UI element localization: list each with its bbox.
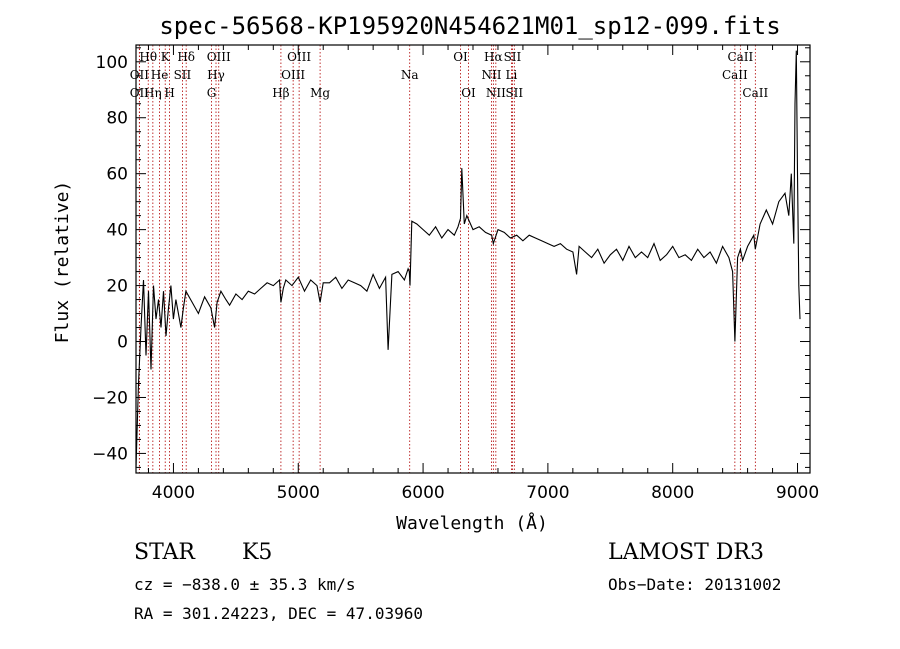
line-marker-label: SII xyxy=(174,68,192,82)
y-tick-label: 0 xyxy=(117,333,128,353)
line-marker-label: OIII xyxy=(281,68,305,82)
observation-date: Obs−Date: 20131002 xyxy=(608,575,782,594)
x-tick-label: 6000 xyxy=(401,483,444,503)
line-marker-label: Hγ xyxy=(207,68,225,82)
y-tick-label: 60 xyxy=(106,165,128,185)
line-marker-label: Hη xyxy=(144,86,162,100)
line-marker-label: Hδ xyxy=(177,50,195,64)
spectrum-line xyxy=(135,50,801,468)
x-tick-label: 7000 xyxy=(526,483,569,503)
x-axis-ticks: 4000 5000 6000 7000 8000 9000 xyxy=(147,45,819,503)
y-tick-label: −40 xyxy=(92,444,128,464)
line-marker-label: Hθ xyxy=(139,50,157,64)
y-tick-label: 80 xyxy=(106,109,128,129)
x-tick-label: 4000 xyxy=(152,483,195,503)
plot-frame xyxy=(135,44,811,474)
line-marker-label: G xyxy=(207,86,217,100)
survey-name: LAMOST DR3 xyxy=(608,540,764,565)
line-marker-label: SII xyxy=(505,86,523,100)
line-marker-label: CaII xyxy=(742,86,768,100)
line-marker-label: NII xyxy=(486,86,506,100)
y-axis-ticks: −40 −20 0 20 40 60 80 100 xyxy=(92,47,810,468)
y-axis-label: Flux (relative) xyxy=(52,181,73,344)
y-tick-label: 40 xyxy=(106,221,128,241)
line-marker-label: Hα xyxy=(484,50,503,64)
line-marker-label: Hβ xyxy=(272,86,289,100)
line-marker-label: OII xyxy=(130,68,150,82)
line-marker-label: SII xyxy=(504,50,522,64)
line-marker-label: H xyxy=(164,86,174,100)
y-tick-label: 20 xyxy=(106,277,128,297)
line-marker-label: OIII xyxy=(287,50,311,64)
x-axis-label: Wavelength (Å) xyxy=(396,512,548,534)
y-tick-label: 100 xyxy=(96,53,128,73)
object-class: STAR xyxy=(134,540,195,565)
line-marker-label: Mg xyxy=(310,86,330,100)
line-marker-label: OI xyxy=(453,50,468,64)
y-tick-label: −20 xyxy=(92,388,128,408)
x-tick-label: 9000 xyxy=(776,483,819,503)
object-subclass: K5 xyxy=(242,540,273,565)
line-marker-label: Na xyxy=(401,68,419,82)
line-marker-label: CaII xyxy=(727,50,753,64)
coordinates: RA = 301.24223, DEC = 47.03960 xyxy=(134,604,423,623)
line-marker-label: Li xyxy=(506,68,518,82)
line-marker-label: OII xyxy=(130,86,150,100)
line-marker-label: CaII xyxy=(722,68,748,82)
x-tick-label: 5000 xyxy=(277,483,320,503)
redshift-cz: cz = −838.0 ± 35.3 km/s xyxy=(134,575,356,594)
line-marker-label: He xyxy=(151,68,169,82)
line-marker-label: K xyxy=(161,50,171,64)
line-marker-label: NII xyxy=(481,68,501,82)
line-marker-label: OIII xyxy=(207,50,231,64)
x-tick-label: 8000 xyxy=(651,483,694,503)
line-marker-label: OI xyxy=(461,86,476,100)
chart-title: spec-56568-KP195920N454621M01_sp12-099.f… xyxy=(159,12,780,40)
spectral-line-markers xyxy=(138,45,756,473)
